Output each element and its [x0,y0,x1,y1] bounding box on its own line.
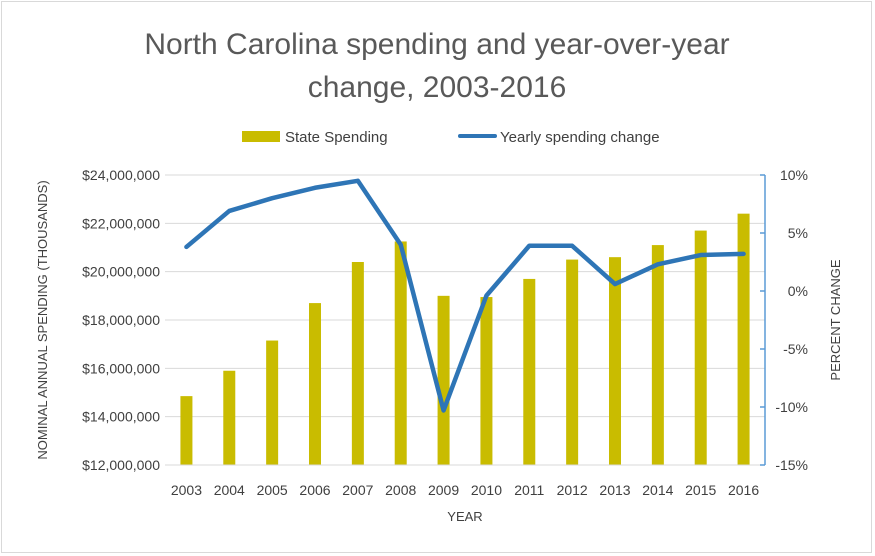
right-tick-label: -5% [783,341,808,357]
left-tick-label: $20,000,000 [82,264,160,280]
line-yearly-spending-change [184,178,746,413]
x-tick-label: 2008 [385,482,416,498]
right-tick-label: 5% [788,225,808,241]
bar-state-spending-2003 [180,396,193,465]
legend-swatch-state-spending [242,131,280,142]
x-tick-label: 2012 [557,482,588,498]
bar-state-spending-2016 [737,213,750,465]
left-tick-label: $14,000,000 [82,409,160,425]
legend-label-state-spending: State Spending [285,129,388,146]
legend: State Spending Yearly spending change [242,129,660,146]
chart-title-line-1: North Carolina spending and year-over-ye… [144,28,729,61]
x-axis-ticks: 2003 2004 2005 2006 2007 2008 2009 2010 2011 2012… [171,482,760,498]
gridlines [165,174,765,466]
bar-state-spending-2011 [523,278,536,465]
x-tick-label: 2007 [342,482,373,498]
axes [165,174,766,466]
bar-state-spending-2009 [437,295,450,465]
bar-state-spending-2012 [566,259,579,465]
x-axis-title: YEAR [447,509,482,524]
x-tick-label: 2010 [471,482,502,498]
x-tick-label: 2006 [299,482,330,498]
bar-state-spending-2004 [223,370,236,465]
bar-state-spending-2013 [609,257,621,465]
x-tick-label: 2015 [685,482,716,498]
left-axis-title: NOMINAL ANNUAL SPENDING (THOUSANDS) [35,180,50,459]
chart-title: North Carolina spending and year-over-ye… [144,28,729,104]
bar-state-spending-2006 [309,303,321,465]
x-tick-label: 2011 [514,482,544,498]
right-tick-label: -15% [775,457,808,473]
bar-state-spending-2007 [351,262,364,465]
right-axis-ticks: -15% -10% -5% 0% 5% 10% [775,167,808,473]
chart-title-line-2: change, 2003-2016 [308,71,567,104]
x-tick-label: 2009 [428,482,459,498]
x-tick-label: 2005 [257,482,288,498]
left-tick-label: $12,000,000 [82,457,160,473]
bar-state-spending-2005 [266,340,279,465]
left-tick-label: $24,000,000 [82,167,160,183]
left-axis-ticks: $12,000,000 $14,000,000 $16,000,000 $18,000… [82,167,160,473]
bar-state-spending-2014 [651,245,664,465]
bar-series [180,213,750,465]
bar-state-spending-2015 [694,230,707,465]
left-tick-label: $18,000,000 [82,312,160,328]
x-tick-label: 2003 [171,482,202,498]
x-tick-label: 2004 [214,482,245,498]
right-tick-label: 10% [780,167,808,183]
x-tick-label: 2014 [642,482,673,498]
line-series [184,178,746,413]
right-tick-label: -10% [775,399,808,415]
bar-state-spending-2008 [394,241,407,465]
left-tick-label: $16,000,000 [82,360,160,376]
x-tick-label: 2013 [599,482,630,498]
left-tick-label: $22,000,000 [82,215,160,231]
legend-label-yearly-change: Yearly spending change [500,129,660,146]
right-axis-title: PERCENT CHANGE [828,259,843,380]
x-tick-label: 2016 [728,482,759,498]
right-tick-label: 0% [788,283,808,299]
bar-state-spending-2010 [480,297,493,465]
